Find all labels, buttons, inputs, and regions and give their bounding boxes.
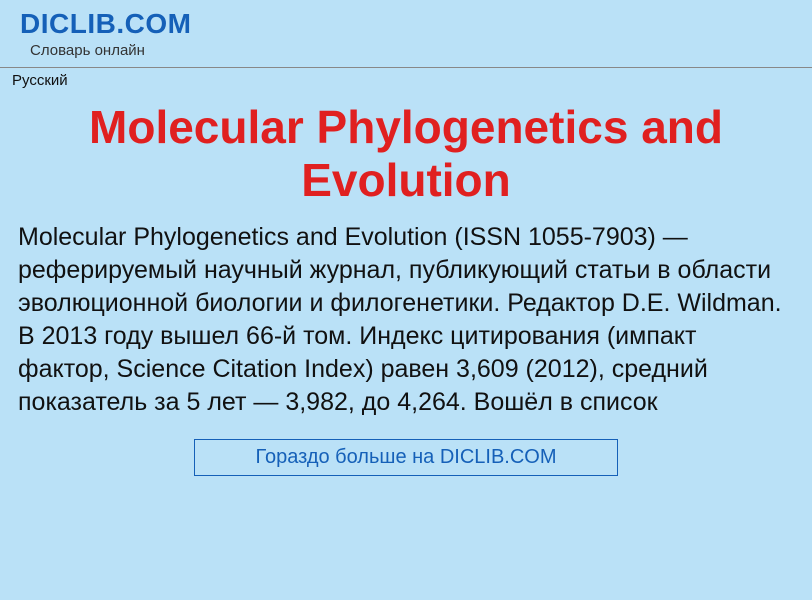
site-name[interactable]: DICLIB.COM — [20, 8, 792, 40]
more-link[interactable]: Гораздо больше на DICLIB.COM — [194, 439, 617, 476]
article-body: Molecular Phylogenetics and Evolution (I… — [0, 221, 812, 419]
article-title: Molecular Phylogenetics and Evolution — [0, 95, 812, 221]
more-link-wrap: Гораздо больше на DICLIB.COM — [0, 439, 812, 476]
site-header: DICLIB.COM Словарь онлайн — [0, 0, 812, 63]
tagline: Словарь онлайн — [30, 42, 792, 59]
divider — [0, 67, 812, 68]
language-label[interactable]: Русский — [0, 70, 812, 95]
